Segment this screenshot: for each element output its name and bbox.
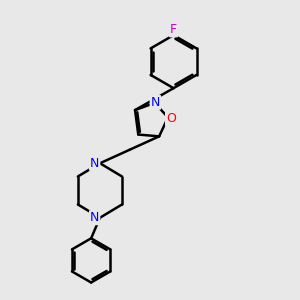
Text: N: N (90, 157, 99, 170)
Text: O: O (166, 112, 176, 125)
Text: F: F (170, 23, 177, 36)
Text: N: N (90, 211, 99, 224)
Text: N: N (151, 96, 160, 109)
